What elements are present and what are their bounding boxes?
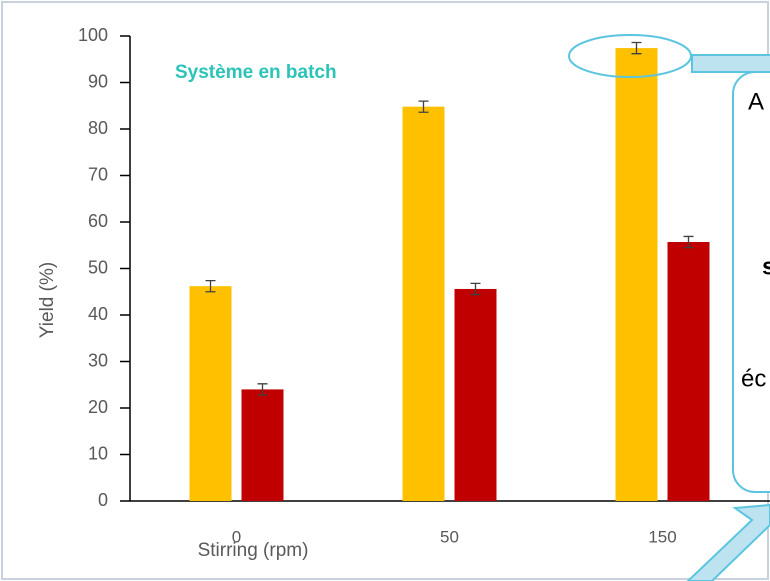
y-tick-label: 40 [88,304,108,324]
error-bar [205,279,216,293]
annotation: Système en batch [175,62,337,83]
bar [189,286,232,501]
callout-text: A [748,88,764,115]
y-tick-label: 0 [98,490,108,510]
bar [454,288,497,501]
x-tick-label: 50 [440,527,459,546]
error-bar [257,383,268,396]
y-tick-label: 80 [88,118,108,138]
error-bar [683,235,694,249]
callout-text: s [762,253,770,280]
bar [241,389,284,501]
x-tick-label: 150 [648,527,676,546]
x-tick-label: 0 [232,527,241,546]
error-bar [418,100,429,113]
y-tick-label: 70 [88,164,108,184]
arrow-top [691,54,770,73]
callout-text: éc [741,365,766,392]
x-axis-label: Stirring (rpm) [198,540,309,561]
y-tick-label: 60 [88,211,108,231]
y-tick-label: 30 [88,350,108,370]
y-tick-label: 50 [88,257,108,277]
arrow-bottom [686,503,770,581]
error-bar [470,282,481,296]
bar [402,106,445,502]
y-tick-label: 90 [88,71,108,91]
plot: 0 10 20 30 40 50 60 70 80 90 100 0 50 150 [78,25,770,546]
error-bar [631,41,642,55]
y-tick-label: 10 [88,443,108,463]
bar [615,48,658,502]
bar [667,241,710,501]
y-tick-label: 20 [88,397,108,417]
callout-box [732,71,770,493]
y-tick-label: 100 [78,25,108,45]
y-axis-label: Yield (%) [37,262,58,338]
